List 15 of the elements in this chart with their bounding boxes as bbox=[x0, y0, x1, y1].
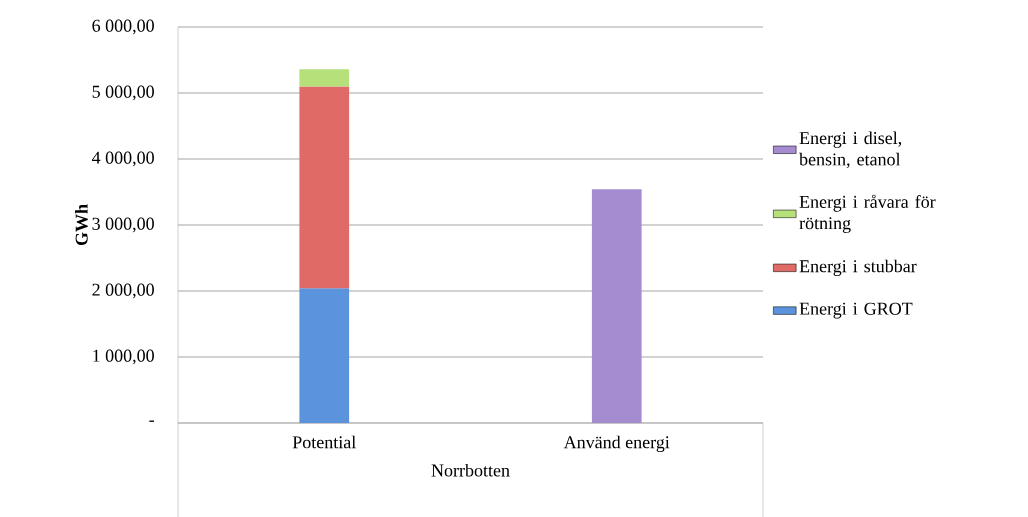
legend-label: Energi i GROT bbox=[799, 302, 913, 319]
x-tick-label: Potential bbox=[292, 435, 356, 449]
y-tick-label: 6 000,00 bbox=[92, 19, 154, 35]
y-tick-label: 3 000,00 bbox=[92, 217, 154, 233]
y-tick-label: 1 000,00 bbox=[93, 349, 154, 365]
y-tick-label: 4 000,00 bbox=[91, 151, 154, 167]
x-tick-label: Använd energi bbox=[563, 435, 670, 453]
legend-label: Energi i disel, bensin, etanol bbox=[799, 131, 902, 169]
y-tick-label: 2 000,00 bbox=[92, 283, 154, 299]
x-axis-title: Norrbotten bbox=[431, 463, 510, 477]
y-tick-label: 5 000,00 bbox=[92, 85, 154, 101]
y-axis-title: GWh bbox=[75, 204, 88, 246]
y-tick-label: - bbox=[149, 420, 154, 422]
legend-label: Energi i stubbar bbox=[799, 259, 917, 277]
legend-label: Energi i råvara för rötning bbox=[799, 194, 936, 233]
